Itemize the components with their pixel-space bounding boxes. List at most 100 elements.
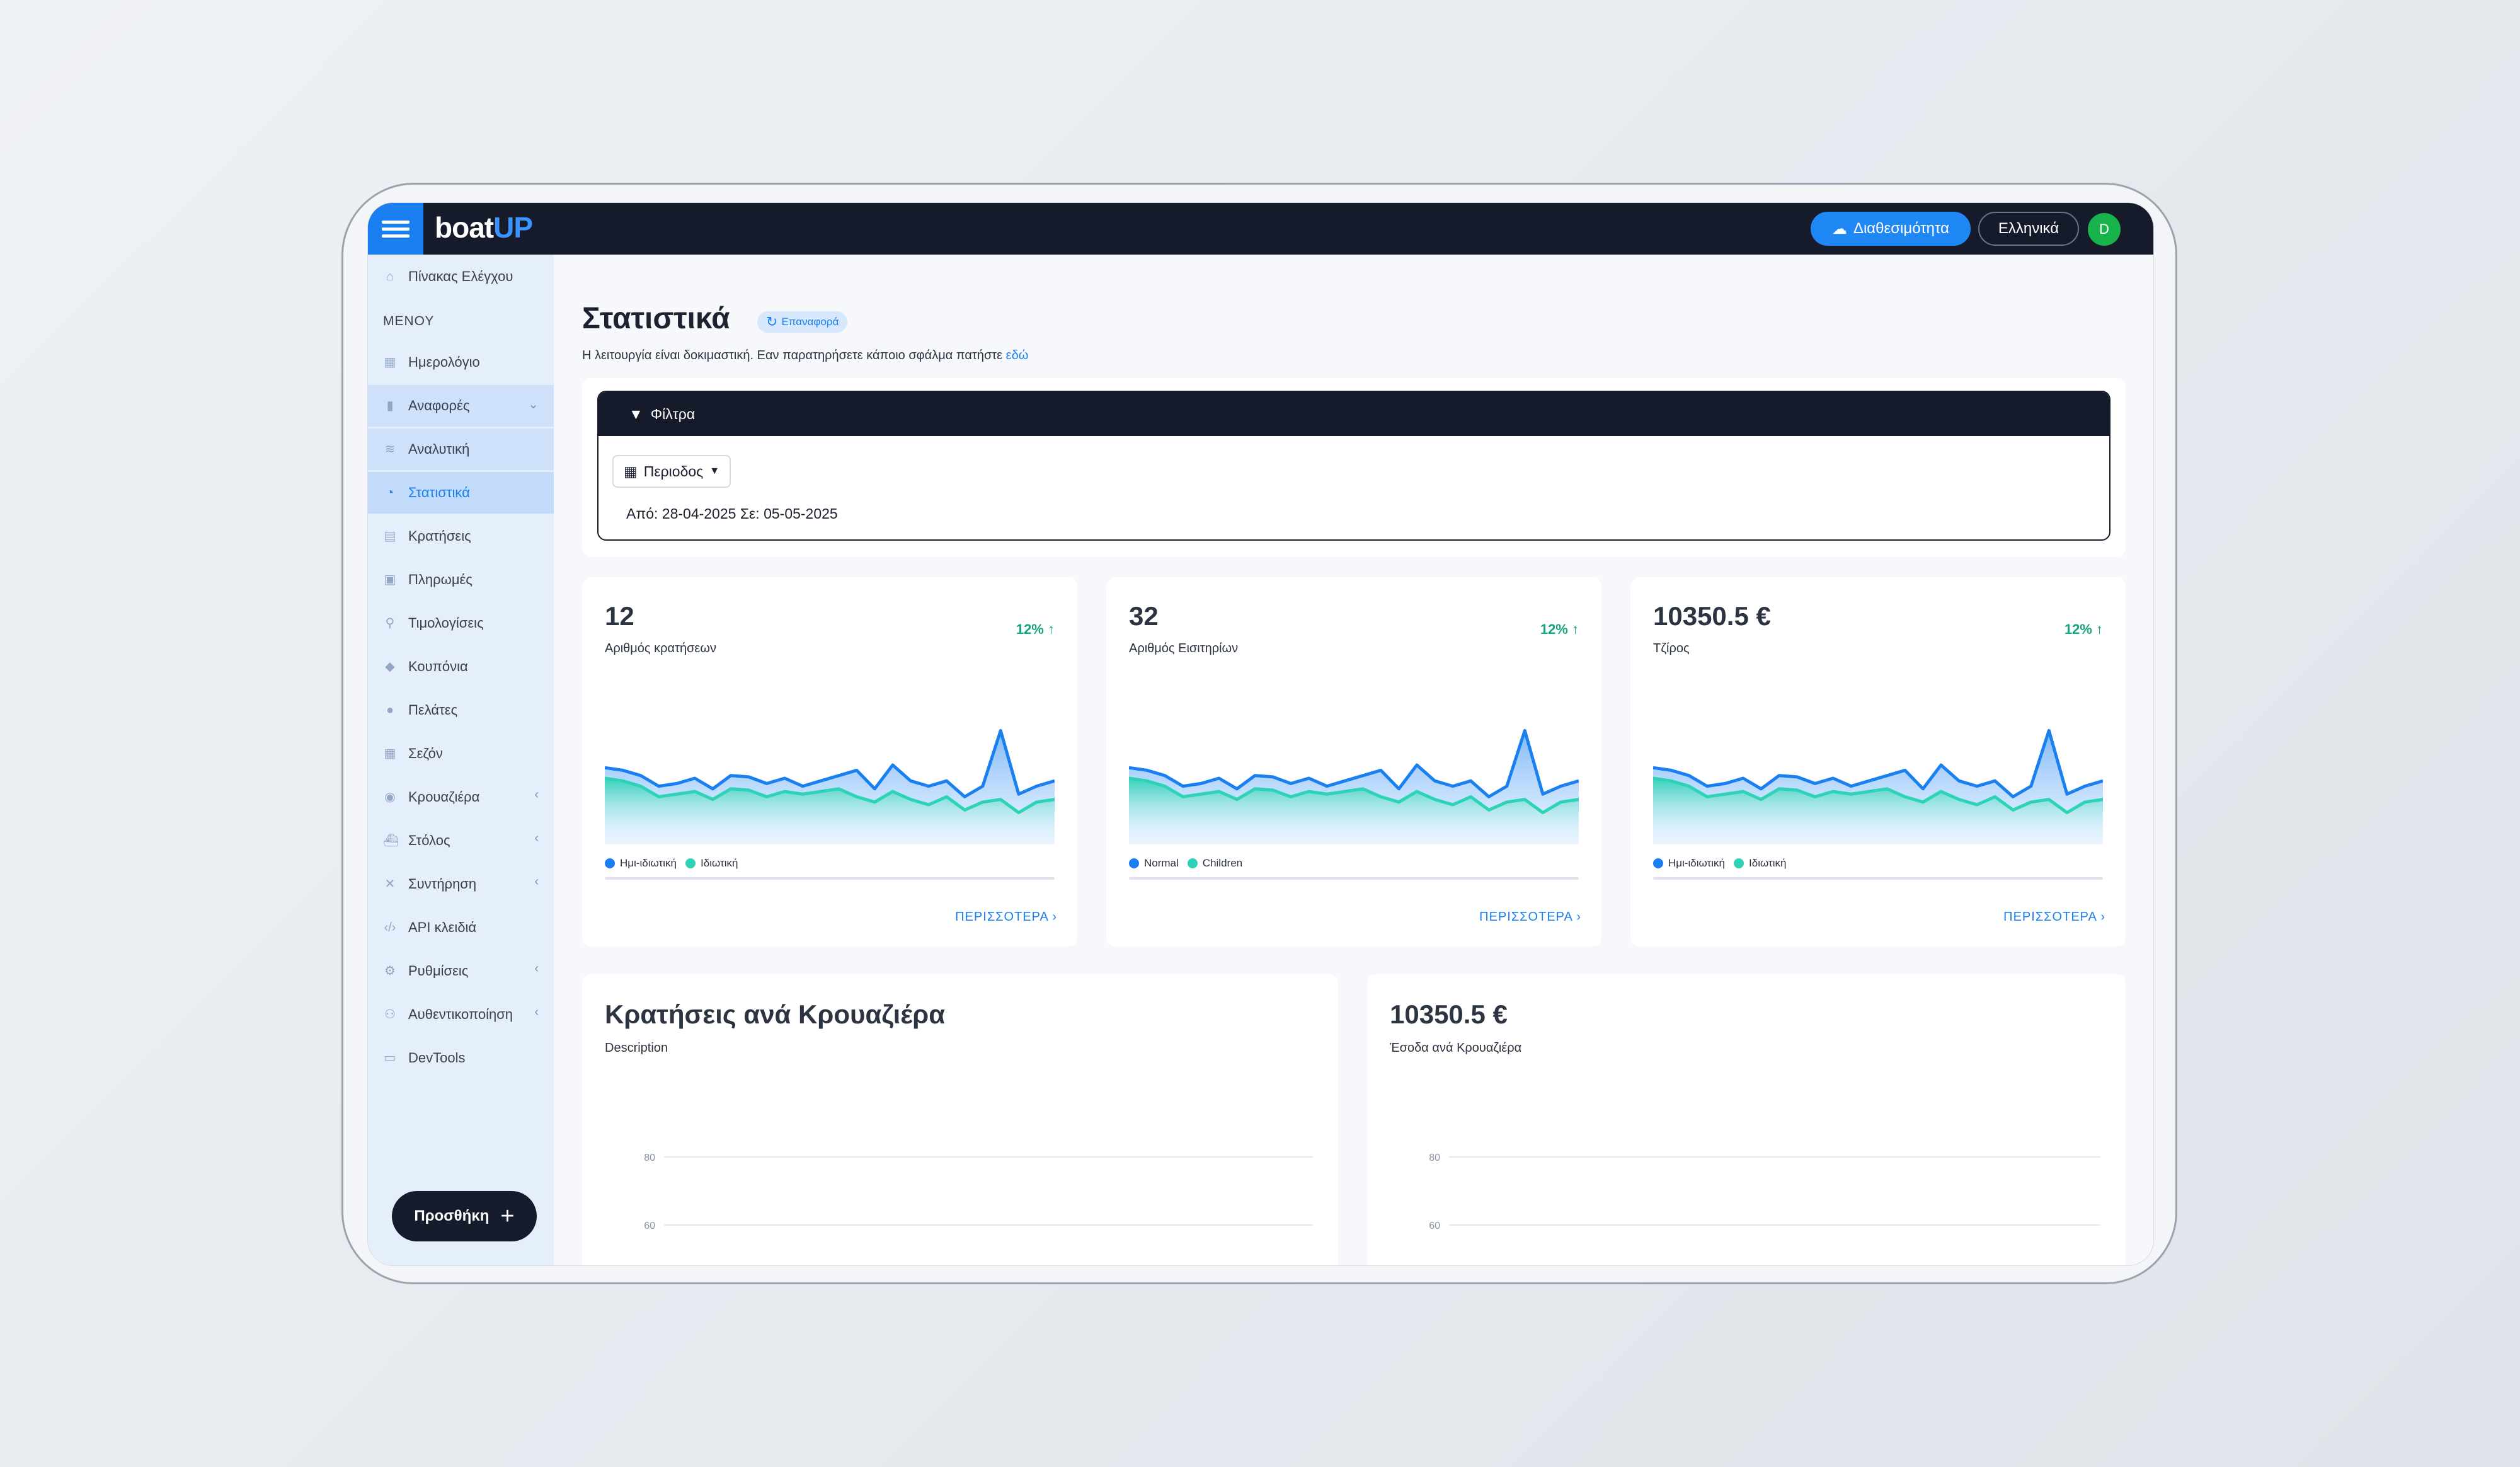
sparkline-chart xyxy=(1129,728,1579,844)
sidebar-item-cruises[interactable]: ◉ Κρουαζιέρα ‹ xyxy=(368,776,554,818)
sparkline-chart xyxy=(1653,728,2103,844)
refresh-icon: ↻ xyxy=(766,314,778,330)
divider xyxy=(1653,877,2103,880)
divider xyxy=(1129,877,1579,880)
chart-subtitle: Description xyxy=(605,1041,668,1055)
app-logo[interactable]: boatUP xyxy=(435,211,533,244)
filters-header[interactable]: ▼ Φίλτρα xyxy=(598,392,2109,436)
legend-dot xyxy=(685,858,696,868)
series-area xyxy=(605,778,1055,844)
y-tick-label: 60 xyxy=(1429,1221,1440,1231)
bar-chart-icon: ▮ xyxy=(386,399,394,413)
stat-value: 32 xyxy=(1129,601,1159,631)
legend-dot xyxy=(1653,858,1663,868)
calendar-grid-icon: ▦ xyxy=(384,747,396,761)
stat-label: Τζίρος xyxy=(1653,641,1690,655)
divider xyxy=(605,877,1055,880)
y-tick-label: 60 xyxy=(644,1221,655,1231)
period-dropdown[interactable]: ▦ Περιοδος ▼ xyxy=(612,455,731,488)
chart-legend: Ημι-ιδιωτική Ιδιωτική xyxy=(605,857,738,870)
trend-badge: 12% ↑ xyxy=(2064,621,2103,637)
y-tick-label: 80 xyxy=(644,1153,655,1163)
series-line xyxy=(1653,776,2103,815)
chart-title: 10350.5 € xyxy=(1390,999,1508,1029)
tag-icon: ◆ xyxy=(385,660,395,674)
legend-dot xyxy=(1734,858,1744,868)
money-icon: ▣ xyxy=(384,573,396,587)
more-link[interactable]: ΠΕΡΙΣΣΟΤΕΡΑ › xyxy=(2003,910,2105,924)
sidebar-item-reports[interactable]: ▮ Αναφορές ⌄ xyxy=(368,385,554,427)
layers-icon: ≋ xyxy=(384,442,396,456)
legend-label: Normal xyxy=(1144,857,1179,869)
hamburger-menu-icon[interactable] xyxy=(368,203,423,255)
sidebar-item-maintenance[interactable]: ✕ Συντήρηση ‹ xyxy=(368,863,554,905)
language-button[interactable]: Ελληνικά xyxy=(1978,212,2079,246)
sidebar-item-seasons[interactable]: ▦ Σεζόν xyxy=(384,745,443,761)
sidebar-item-api-keys[interactable]: ‹/› API κλειδιά xyxy=(384,919,477,935)
y-tick-label: 80 xyxy=(1429,1153,1440,1163)
sidebar-item-statistics[interactable]: ◔ Στατιστικά xyxy=(368,472,554,514)
tools-icon: ✕ xyxy=(384,877,396,891)
sidebar-item-calendar[interactable]: ▦ Ημερολόγιο xyxy=(384,354,480,370)
plus-icon: + xyxy=(500,1203,515,1229)
trend-badge: 12% ↑ xyxy=(1016,621,1055,637)
arrow-up-icon: ↑ xyxy=(1572,621,1579,637)
pie-chart-icon: ◔ xyxy=(386,486,394,500)
cloud-icon: ☁ xyxy=(1831,220,1847,238)
sidebar-item-customers[interactable]: ● Πελάτες xyxy=(368,689,554,731)
menu-section-label: ΜΕΝΟΥ xyxy=(383,314,435,328)
sidebar: ⌂ Πίνακας Ελέγχου ΜΕΝΟΥ ▦ Ημερολόγιο ▮ Α… xyxy=(368,255,554,1265)
code-icon: ‹/› xyxy=(384,921,396,935)
series-line xyxy=(1129,776,1579,815)
chevron-right-icon: › xyxy=(2100,910,2105,924)
add-button[interactable]: Προσθήκη + xyxy=(392,1191,537,1241)
legend-label: Ιδιωτική xyxy=(1749,857,1787,869)
legend-dot xyxy=(1129,858,1139,868)
more-link[interactable]: ΠΕΡΙΣΣΟΤΕΡΑ › xyxy=(955,910,1057,924)
devtools-icon: ▭ xyxy=(384,1051,396,1065)
bookings-per-cruise-card: Κρατήσεις ανά Κρουαζιέρα Description 80 6… xyxy=(582,974,1338,1265)
filters-panel: ▼ Φίλτρα ▦ Περιοδος ▼ Από: 28-04-2025 Σε… xyxy=(582,378,2126,557)
filters-card: ▼ Φίλτρα ▦ Περιοδος ▼ Από: 28-04-2025 Σε… xyxy=(597,391,2110,541)
series-line xyxy=(605,728,1055,798)
stat-label: Αριθμός κρατήσεων xyxy=(605,641,716,655)
people-group-icon: ⚇ xyxy=(384,1008,396,1021)
reset-button[interactable]: ↻ Επαναφορά xyxy=(757,311,848,333)
chevron-left-icon: ‹ xyxy=(534,788,539,802)
avatar[interactable]: D xyxy=(2088,213,2121,246)
sidebar-item-fleet[interactable]: ⛴ Στόλος ‹ xyxy=(383,831,539,848)
sidebar-item-settings[interactable]: ⚙ Ρυθμίσεις ‹ xyxy=(368,950,554,992)
legend-label: Ιδιωτική xyxy=(701,857,738,869)
stat-value: 12 xyxy=(605,601,634,631)
sidebar-item-auth[interactable]: ⚇ Αυθεντικοποίηση ‹ xyxy=(368,994,554,1035)
more-link[interactable]: ΠΕΡΙΣΣΟΤΕΡΑ › xyxy=(1479,910,1581,924)
legend-label: Ημι-ιδιωτική xyxy=(1668,857,1726,869)
series-line xyxy=(1653,728,2103,798)
sidebar-item-coupons[interactable]: ◆ Κουπόνια xyxy=(368,646,554,687)
book-icon: ▤ xyxy=(384,529,396,543)
chevron-right-icon: › xyxy=(1576,910,1581,924)
bar-chart: 80 60 xyxy=(1429,1153,2100,1231)
chevron-right-icon: › xyxy=(1052,910,1057,924)
users-icon: ● xyxy=(386,703,394,717)
beta-notice: Η λειτουργία είναι δοκιμαστική. Εαν παρα… xyxy=(582,348,1029,362)
report-bug-link[interactable]: εδώ xyxy=(1005,348,1029,362)
availability-button[interactable]: ☁ Διαθεσιμότητα xyxy=(1811,212,1971,246)
sidebar-item-analytics[interactable]: ≋ Αναλυτική xyxy=(368,429,554,470)
stat-value: 10350.5 € xyxy=(1653,601,1771,631)
legend-label: Children xyxy=(1202,857,1243,869)
legend-dot xyxy=(1187,858,1198,868)
sparkline-chart xyxy=(605,728,1055,844)
date-range-text: Από: 28-04-2025 Σε: 05-05-2025 xyxy=(626,505,838,522)
sidebar-item-devtools[interactable]: ▭ DevTools xyxy=(384,1050,466,1066)
top-bar: boatUP ☁ Διαθεσιμότητα Ελληνικά D xyxy=(368,203,2153,255)
stat-label: Αριθμός Εισιτηρίων xyxy=(1129,641,1239,655)
series-line xyxy=(605,776,1055,815)
trend-badge: 12% ↑ xyxy=(1540,621,1579,637)
series-area xyxy=(1653,778,2103,844)
sidebar-item-payments[interactable]: ▣ Πληρωμές xyxy=(384,572,472,587)
sidebar-item-dashboard[interactable]: ⌂ Πίνακας Ελέγχου xyxy=(368,256,554,297)
globe-icon: ◉ xyxy=(384,790,396,804)
sidebar-item-invoices[interactable]: ⚲ Τιμολογίσεις xyxy=(368,602,554,644)
sidebar-item-bookings[interactable]: ▤ Κρατήσεις xyxy=(384,528,471,544)
